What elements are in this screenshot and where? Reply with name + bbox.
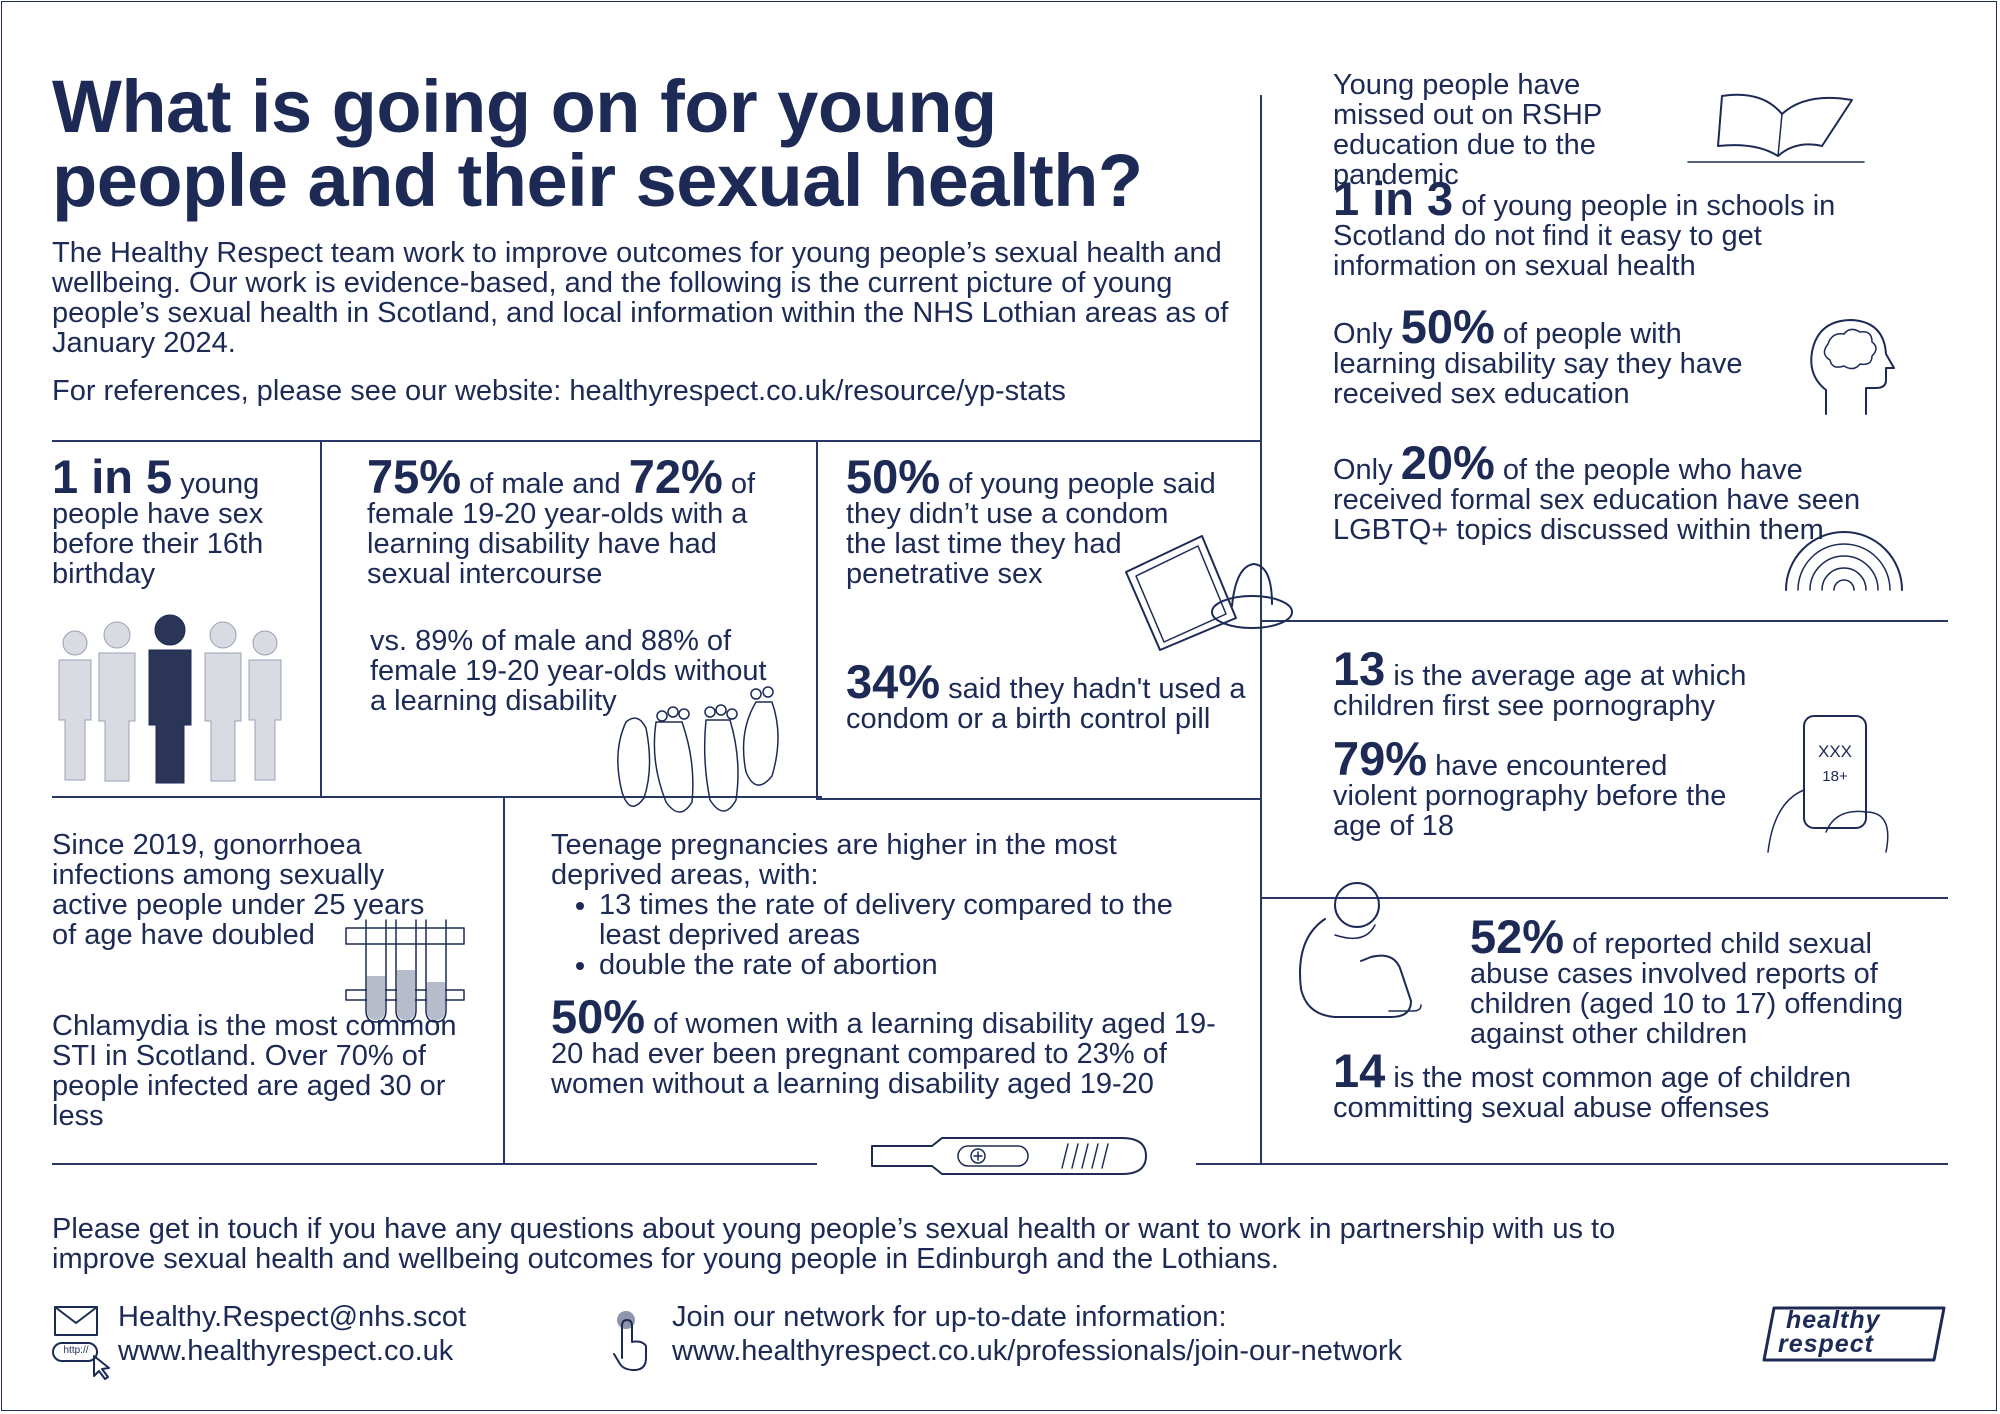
divider-col1	[320, 440, 322, 796]
intro-text: The Healthy Respect team work to improve…	[52, 237, 1229, 359]
stat-info: 1 in 3 of young people in schools in Sco…	[1333, 172, 1836, 282]
pointing-hand-icon	[612, 1308, 652, 1377]
logo-line2: respect	[1778, 1330, 1874, 1358]
stat-pregnant: 50% of women with a learning disability …	[551, 990, 1216, 1100]
phone-screen-line2: 18+	[1822, 768, 1848, 785]
stat-figure: 1 in 5	[52, 450, 173, 503]
stat-comparison: vs. 89% of male and 88% of female 19-20 …	[370, 625, 767, 717]
divider-right-1	[1260, 620, 1948, 622]
brain-head-icon	[1808, 318, 1895, 423]
references-text: For references, please see our website: …	[52, 375, 1066, 407]
list-item: 13 times the rate of delivery compared t…	[599, 890, 1211, 950]
website-pointer-icon: http://	[52, 1342, 114, 1380]
divider-top-left	[52, 440, 1260, 442]
divider-main-vertical	[1260, 95, 1262, 1165]
stat-gonorrhoea: Since 2019, gonorrhoea infections among …	[52, 829, 425, 951]
rainbow-icon	[1782, 502, 1906, 599]
healthy-respect-logo[interactable]: healthy respect	[1760, 1304, 1948, 1364]
list-item: double the rate of abortion	[599, 950, 1211, 980]
condom-icon	[1122, 532, 1302, 657]
stat-abuse-age: 14 is the most common age of children co…	[1333, 1044, 1852, 1124]
divider-right-2	[1260, 897, 1948, 899]
pregnancy-test-icon	[868, 1132, 1158, 1185]
network-label: Join our network for up-to-date informat…	[672, 1301, 1227, 1333]
feet-icon	[606, 682, 796, 827]
logo-line1: healthy	[1786, 1306, 1881, 1334]
website-link[interactable]: www.healthyrespect.co.uk	[118, 1335, 454, 1367]
people-group-icon	[55, 614, 285, 790]
phone-screen-line1: XXX	[1817, 742, 1853, 761]
divider-mid-center	[816, 798, 1262, 800]
contact-text: Please get in touch if you have any ques…	[52, 1213, 1616, 1275]
divider-bottom-left	[52, 1163, 817, 1165]
stat-teen-pregnancy: Teenage pregnancies are higher in the mo…	[551, 830, 1211, 980]
divider-col3	[503, 796, 505, 1164]
envelope-icon	[54, 1306, 98, 1341]
stat-chlamydia: Chlamydia is the most common STI in Scot…	[52, 1010, 457, 1132]
stat-sex-ed: Only 50% of people with learning disabil…	[1333, 300, 1743, 410]
stat-porn-age: 13 is the average age at which children …	[1333, 642, 1747, 722]
stat-violent-porn: 79% have encountered violent pornography…	[1333, 732, 1727, 842]
divider-col2	[816, 440, 818, 798]
stat-condom: 50% of young people said they didn’t use…	[846, 450, 1216, 590]
stat-child-abuse: 52% of reported child sexual abuse cases…	[1470, 910, 1904, 1050]
stat-lgbtq: Only 20% of the people who have received…	[1333, 436, 1861, 546]
email-link[interactable]: Healthy.Respect@nhs.scot	[118, 1301, 467, 1333]
divider-mid-left	[52, 796, 822, 798]
stat-sex-before-16: 1 in 5 young people have sex before thei…	[52, 450, 264, 590]
page-title: What is going on for young people and th…	[52, 65, 1143, 222]
stat-learning-disability: 75% of male and 72% of female 19-20 year…	[367, 450, 756, 590]
http-label: http://	[63, 1345, 89, 1356]
phone-icon: XXX 18+	[1764, 712, 1894, 853]
divider-bottom-right	[1196, 1163, 1948, 1165]
sad-child-icon	[1285, 875, 1435, 1030]
open-book-icon	[1686, 90, 1866, 171]
stat-condom-pill: 34% said they hadn't used a condom or a …	[846, 655, 1246, 735]
stat-rshp: Young people have missed out on RSHP edu…	[1333, 69, 1602, 191]
teen-pregnancy-list: 13 times the rate of delivery compared t…	[551, 890, 1211, 980]
test-tubes-icon	[344, 916, 466, 1033]
network-link[interactable]: www.healthyrespect.co.uk/professionals/j…	[672, 1335, 1403, 1367]
